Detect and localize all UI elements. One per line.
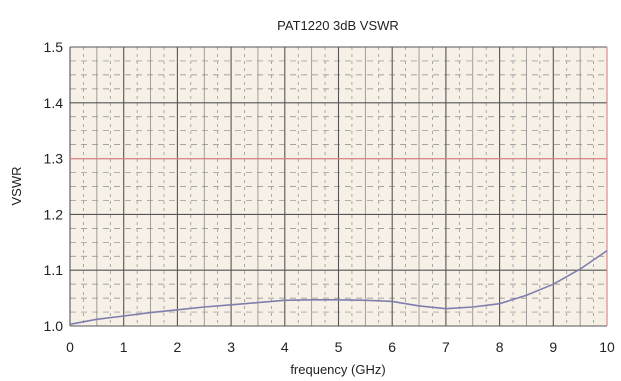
x-tick-label: 3 [227, 339, 235, 355]
y-axis-label: VSWR [9, 167, 24, 206]
x-tick-label: 0 [66, 339, 74, 355]
major-grid [69, 46, 608, 327]
x-tick-label: 2 [174, 339, 182, 355]
x-tick-label: 10 [599, 339, 615, 355]
y-tick-label: 1.3 [44, 151, 64, 167]
y-tick-labels: 1.0 1.1 1.2 1.3 1.4 1.5 [44, 39, 64, 334]
y-tick-label: 1.1 [44, 262, 64, 278]
x-tick-label: 9 [549, 339, 557, 355]
x-tick-labels: 0 1 2 3 4 5 6 7 8 9 10 [66, 339, 615, 355]
vswr-series-line [69, 250, 608, 326]
x-tick-label: 4 [281, 339, 289, 355]
y-tick-label: 1.2 [44, 206, 64, 222]
x-tick-label: 5 [335, 339, 343, 355]
y-tick-label: 1.4 [44, 95, 64, 111]
x-tick-label: 8 [496, 339, 504, 355]
chart-title: PAT1220 3dB VSWR [277, 18, 399, 33]
x-tick-label: 7 [442, 339, 450, 355]
x-axis-label: frequency (GHz) [290, 362, 385, 377]
y-tick-label: 1.0 [44, 318, 64, 334]
x-tick-label: 6 [388, 339, 396, 355]
x-tick-label: 1 [120, 339, 128, 355]
y-tick-label: 1.5 [44, 39, 64, 55]
